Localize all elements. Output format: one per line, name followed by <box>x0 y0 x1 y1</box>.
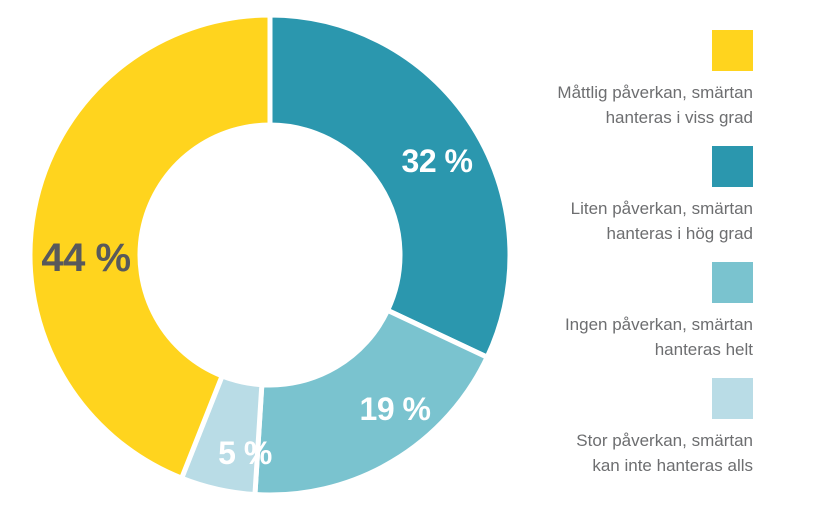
legend-label: hanteras i viss grad <box>605 108 753 127</box>
legend-swatch <box>712 378 753 419</box>
legend-item: Stor påverkan, smärtan kan inte hanteras … <box>576 378 753 478</box>
legend-label: Måttlig påverkan, smärtan <box>557 83 753 102</box>
slice-label: 44 % <box>41 236 131 280</box>
legend-swatch <box>712 146 753 187</box>
legend-item: Måttlig påverkan, smärtan hanteras i viss… <box>557 30 753 130</box>
legend-item: Liten påverkan, smärtan hanteras i hög gr… <box>571 146 753 246</box>
slice-label: 19 % <box>359 391 431 427</box>
donut-segment <box>252 307 491 498</box>
chart-legend: Måttlig påverkan, smärtan hanteras i viss… <box>557 30 753 494</box>
slice-label: 32 % <box>401 143 473 179</box>
legend-label: hanteras helt <box>654 340 753 359</box>
legend-swatch <box>712 30 753 71</box>
legend-label: hanteras i hög grad <box>606 224 754 243</box>
donut-segment <box>27 12 273 482</box>
legend-label: Stor påverkan, smärtan <box>576 431 753 450</box>
legend-label: Liten påverkan, smärtan <box>570 199 753 218</box>
slice-label: 5 % <box>218 435 272 471</box>
donut-chart: 32 % 19 % 5 % 44 % <box>27 12 513 498</box>
legend-label: kan inte hanteras alls <box>592 456 753 475</box>
donut-segment <box>267 12 513 361</box>
donut-svg <box>27 12 513 498</box>
legend-swatch <box>712 262 753 303</box>
legend-item: Ingen påverkan, smärtan hanteras helt <box>565 262 753 362</box>
legend-label: Ingen påverkan, smärtan <box>564 315 753 334</box>
